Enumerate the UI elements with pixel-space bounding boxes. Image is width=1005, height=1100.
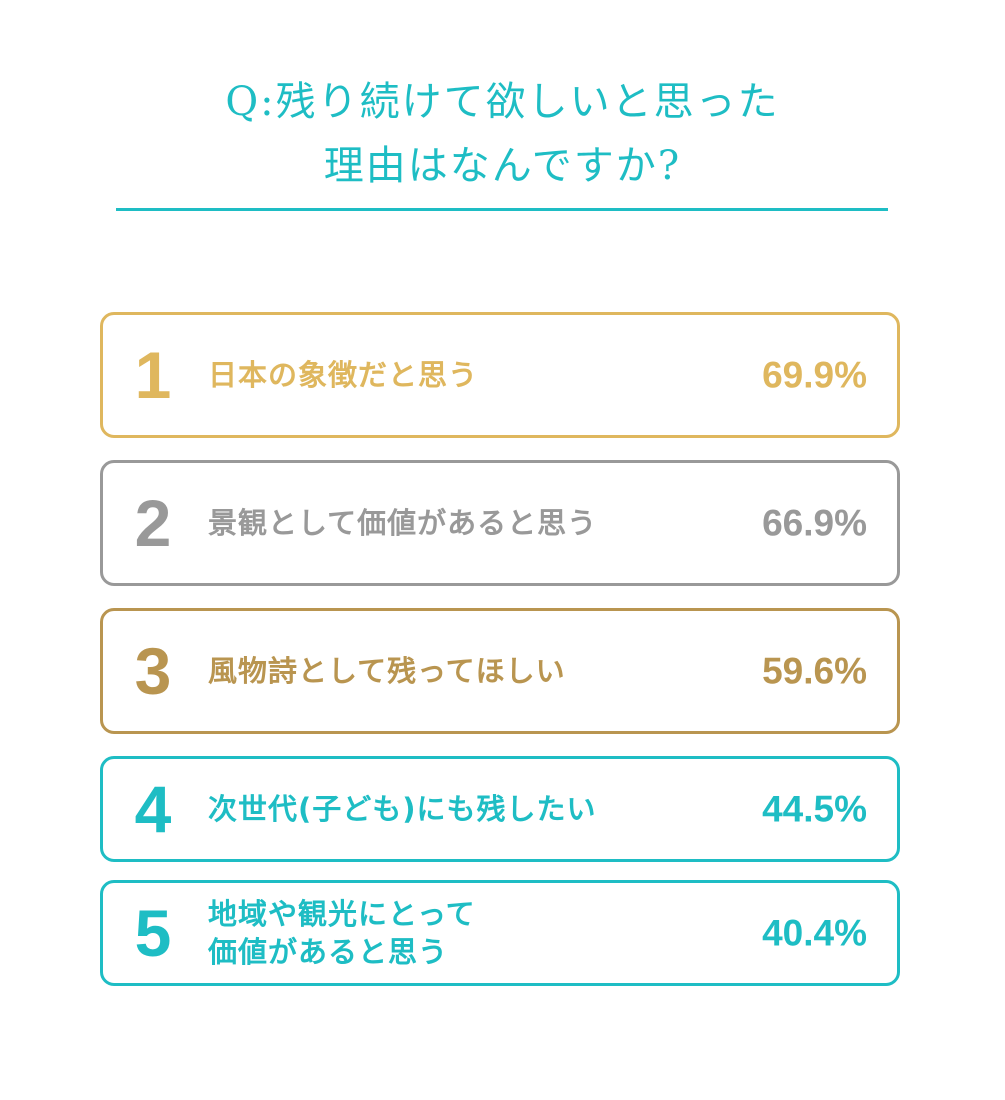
rank-value: 69.9% [762,354,867,396]
rank-label: 日本の象徴だと思う [208,358,479,392]
rank-label: 景観として価値があると思う [208,506,598,540]
page-title: Q:残り続けて欲しいと思った 理由はなんですか? [0,70,1005,198]
rank-item-3: 3 風物詩として残ってほしい 59.6% [100,608,900,734]
rank-value: 66.9% [762,502,867,544]
title-line-1: Q:残り続けて欲しいと思った [225,79,780,125]
rank-item-1: 1 日本の象徴だと思う 69.9% [100,312,900,438]
rank-number: 1 [134,338,172,412]
rank-label: 風物詩として残ってほしい [208,654,566,688]
title-line-2: 理由はなんですか? [323,143,682,189]
rank-label: 次世代(子ども)にも残したい [208,792,597,826]
rank-item-2: 2 景観として価値があると思う 66.9% [100,460,900,586]
rank-item-5: 5 地域や観光にとって 価値があると思う 40.4% [100,880,900,986]
rank-number: 2 [134,486,172,560]
rank-number: 5 [134,896,172,970]
rank-value: 44.5% [762,788,867,830]
rank-number: 4 [134,772,172,846]
rank-number: 3 [134,634,172,708]
rank-value: 40.4% [762,912,867,954]
title-divider [116,208,888,211]
rank-label: 地域や観光にとって 価値があると思う [208,897,476,969]
rank-item-4: 4 次世代(子ども)にも残したい 44.5% [100,756,900,862]
rank-value: 59.6% [762,650,867,692]
